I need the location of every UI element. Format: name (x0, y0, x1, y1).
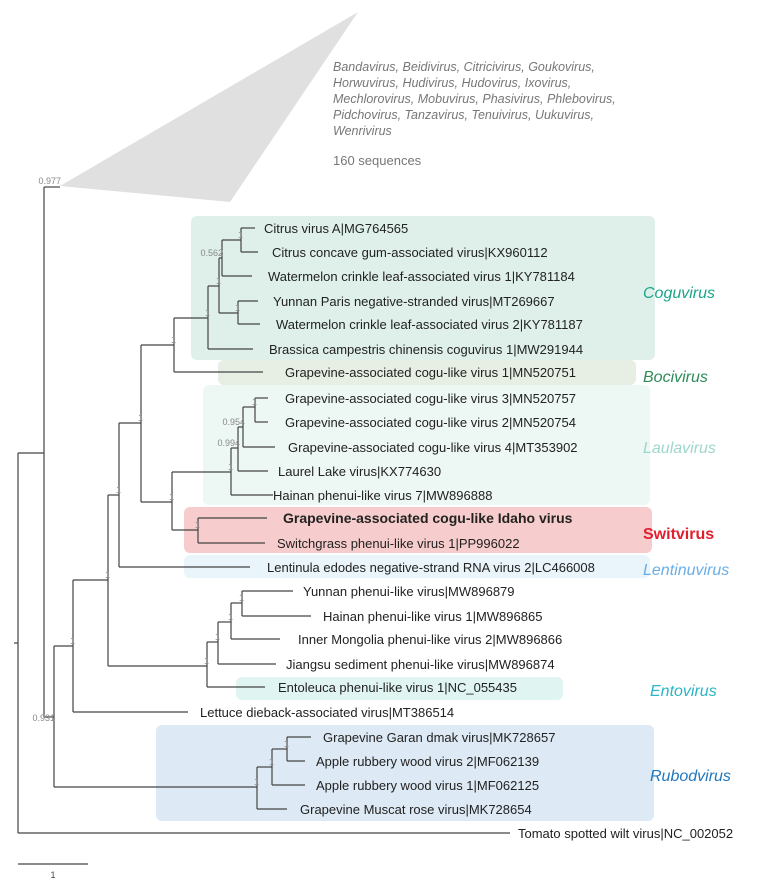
support-value: 1 (216, 276, 221, 286)
clade-box-switvirus (184, 507, 652, 553)
clade-label-entovirus: Entovirus (650, 683, 717, 700)
support-value: 0.562 (200, 248, 223, 258)
support-value: 1 (204, 656, 209, 666)
clade-box-lentinuvirus (184, 555, 650, 578)
support-value: 1 (169, 492, 174, 502)
support-value: 1 (138, 413, 143, 423)
leaf-label: Brassica campestris chinensis coguvirus … (269, 342, 583, 357)
support-value: 1 (238, 230, 243, 240)
clade-box-bocivirus (218, 360, 636, 385)
genera-line: Pidchovirus, Tanzavirus, Tenuivirus, Uuk… (333, 108, 594, 122)
leaf-label: Grapevine-associated cogu-like virus 4|M… (288, 440, 578, 455)
leaf-label: Apple rubbery wood virus 2|MF062139 (316, 754, 539, 769)
clade-label-coguvirus: Coguvirus (643, 285, 715, 302)
leaf-label: Apple rubbery wood virus 1|MF062125 (316, 778, 539, 793)
support-value: 1 (284, 739, 289, 749)
leaf-label: Grapevine-associated cogu-like Idaho vir… (283, 510, 573, 526)
support-value: 1 (195, 520, 200, 530)
support-value: 1 (228, 462, 233, 472)
leaf-label: Grapevine Garan dmak virus|MK728657 (323, 730, 555, 745)
leaf-label: Yunnan Paris negative-stranded virus|MT2… (273, 294, 555, 309)
genera-line: Mechlorovirus, Mobuvirus, Phasivirus, Ph… (333, 92, 616, 106)
leaf-label: Lettuce dieback-associated virus|MT38651… (200, 705, 454, 720)
leaf-label: Hainan phenui-like virus 7|MW896888 (273, 488, 492, 503)
support-value: 0.954 (222, 417, 245, 427)
support-value: 1 (269, 757, 274, 767)
clade-label-lentinuvirus: Lentinuvirus (643, 562, 729, 579)
support-value: 0.994 (217, 438, 240, 448)
support-value: 1 (252, 397, 257, 407)
leaf-label: Grapevine-associated cogu-like virus 3|M… (285, 391, 576, 406)
leaf-label: Watermelon crinkle leaf-associated virus… (268, 269, 575, 284)
branches (14, 186, 510, 834)
leaf-label: Jiangsu sediment phenui-like virus|MW896… (286, 657, 555, 672)
clade-label-switvirus: Switvirus (643, 526, 714, 543)
genera-line: Bandavirus, Beidivirus, Citricivirus, Go… (333, 60, 595, 74)
support-value: 1 (116, 485, 121, 495)
support-value: 1 (171, 335, 176, 345)
support-value: 1 (105, 570, 110, 580)
scale-bar-label: 1 (50, 870, 55, 880)
leaf-label: Citrus virus A|MG764565 (264, 221, 408, 236)
sequence-count: 160 sequences (333, 153, 422, 168)
collapsed-clade-genera: Bandavirus, Beidivirus, Citricivirus, Go… (333, 60, 616, 168)
leaf-label: Watermelon crinkle leaf-associated virus… (276, 317, 583, 332)
support-value: 0.931 (32, 713, 55, 723)
genera-line: Wenrivirus (333, 124, 392, 138)
support-value: 1 (254, 777, 259, 787)
clade-box-entovirus (236, 677, 563, 700)
leaf-label: Grapevine-associated cogu-like virus 1|M… (285, 365, 576, 380)
leaf-label: Hainan phenui-like virus 1|MW896865 (323, 609, 542, 624)
genera-line: Horwuvirus, Hudivirus, Hudovirus, Ixovir… (333, 76, 571, 90)
leaf-label: Inner Mongolia phenui-like virus 2|MW896… (298, 632, 562, 647)
clade-box-coguvirus (191, 216, 655, 360)
support-value: 1 (239, 593, 244, 603)
support-value: 1 (205, 308, 210, 318)
support-value: 1 (235, 303, 240, 313)
clade-label-laulavirus: Laulavirus (643, 440, 716, 457)
collapsed-clade-triangle (60, 12, 358, 202)
clade-label-bocivirus: Bocivirus (643, 369, 708, 386)
leaf-label: Citrus concave gum-associated virus|KX96… (272, 245, 548, 260)
support-value: 1 (70, 636, 75, 646)
leaf-label: Switchgrass phenui-like virus 1|PP996022 (277, 536, 520, 551)
clade-label-rubodvirus: Rubodvirus (650, 768, 731, 785)
leaf-label: Tomato spotted wilt virus|NC_002052 (518, 826, 733, 841)
support-value: 1 (228, 612, 233, 622)
clade-box-laulavirus (203, 385, 650, 505)
leaf-label: Laurel Lake virus|KX774630 (278, 464, 441, 479)
leaf-label: Grapevine-associated cogu-like virus 2|M… (285, 415, 576, 430)
leaf-label: Yunnan phenui-like virus|MW896879 (303, 584, 515, 599)
leaf-label: Entoleuca phenui-like virus 1|NC_055435 (278, 680, 517, 695)
leaf-label: Lentinula edodes negative-strand RNA vir… (267, 560, 595, 575)
support-value: 1 (215, 632, 220, 642)
support-value: 0.977 (38, 176, 61, 186)
leaf-label: Grapevine Muscat rose virus|MK728654 (300, 802, 532, 817)
